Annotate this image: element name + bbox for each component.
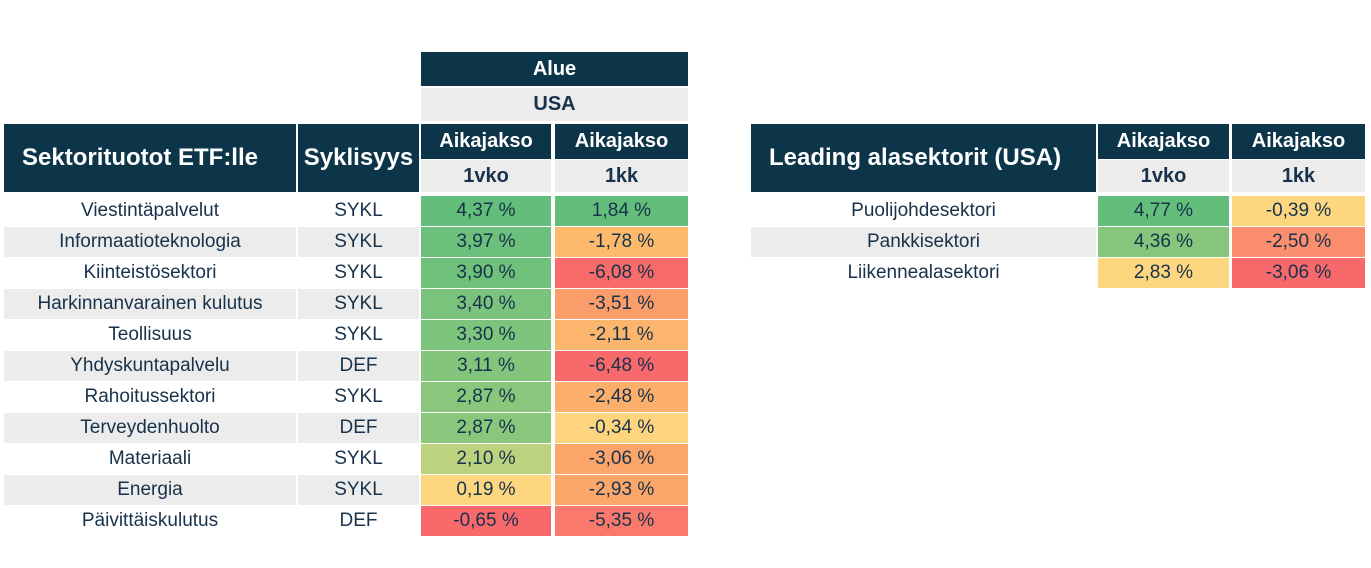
period-1w-label: 1vko [421,160,551,192]
subsector-return-1m-cell: -0,39 % [1232,196,1365,226]
cyclicality-value: SYKL [334,448,383,469]
period-header-1w: Aikajakso [421,124,551,159]
return-1m-cell: 1,84 % [555,196,688,226]
subsector-name: Puolijohdesektori [851,200,996,221]
sector-name: Informaatioteknologia [4,227,296,257]
period-1m-label: 1kk [555,160,688,192]
return-1w-cell: 3,97 % [421,227,551,257]
return-1m-cell: -2,93 % [555,475,688,505]
subsector-return-1w-cell: 4,36 % [1098,227,1229,257]
return-1w-cell: 2,10 % [421,444,551,474]
subsector-return-1w-cell: 2,83 % [1098,258,1229,288]
cyclicality-value: SYKL [298,289,419,319]
cyclicality-value: SYKL [334,386,383,407]
return-1m-cell: -5,35 % [555,506,688,536]
return-1w-cell: 3,40 % [421,289,551,319]
return-1w-cell: 3,11 % [421,351,551,381]
sector-name: Rahoitussektori [84,386,216,407]
return-1m-cell: -6,08 % [555,258,688,288]
sector-name: Materiaali [108,448,192,469]
sector-name: Päivittäiskulutus [81,510,219,531]
sector-name: Terveydenhuolto [4,413,296,443]
period-header-1m: Aikajakso [555,124,688,159]
return-1m-cell: -3,06 % [555,444,688,474]
return-1m-cell: -2,48 % [555,382,688,412]
main-table-title: Sektorituotot ETF:lle [4,124,296,192]
side-period-header-1m: Aikajakso [1232,124,1365,159]
cyclicality-value: SYKL [298,227,419,257]
return-1w-cell: 3,90 % [421,258,551,288]
return-1w-cell: 3,30 % [421,320,551,350]
sector-name: Harkinnanvarainen kulutus [4,289,296,319]
cyclicality-header: Syklisyys [298,124,419,192]
sector-name: Kiinteistösektori [83,262,217,283]
subsector-return-1m-cell: -3,06 % [1232,258,1365,288]
subsector-return-1m-cell: -2,50 % [1232,227,1365,257]
cyclicality-value: SYKL [334,200,383,221]
subsector-name: Pankkisektori [751,227,1096,257]
region-value: USA [421,88,688,121]
sector-name: Energia [4,475,296,505]
return-1w-cell: 2,87 % [421,413,551,443]
cyclicality-value: DEF [298,413,419,443]
return-1w-cell: 2,87 % [421,382,551,412]
sector-name: Teollisuus [108,324,192,345]
sector-name: Yhdyskuntapalvelu [4,351,296,381]
side-table-title: Leading alasektorit (USA) [751,124,1096,192]
return-1m-cell: -1,78 % [555,227,688,257]
return-1m-cell: -0,34 % [555,413,688,443]
cyclicality-value: SYKL [334,262,383,283]
return-1w-cell: -0,65 % [421,506,551,536]
return-1m-cell: -2,11 % [555,320,688,350]
sector-name: Viestintäpalvelut [80,200,220,221]
return-1w-cell: 0,19 % [421,475,551,505]
cyclicality-value: SYKL [334,324,383,345]
subsector-return-1w-cell: 4,77 % [1098,196,1229,226]
side-period-1w-label: 1vko [1098,160,1229,192]
side-period-1m-label: 1kk [1232,160,1365,192]
return-1w-cell: 4,37 % [421,196,551,226]
cyclicality-value: SYKL [298,475,419,505]
side-period-header-1w: Aikajakso [1098,124,1229,159]
cyclicality-value: DEF [298,351,419,381]
cyclicality-value: DEF [339,510,378,531]
return-1m-cell: -6,48 % [555,351,688,381]
subsector-name: Liikennealasektori [847,262,1000,283]
return-1m-cell: -3,51 % [555,289,688,319]
region-header: Alue [421,52,688,86]
